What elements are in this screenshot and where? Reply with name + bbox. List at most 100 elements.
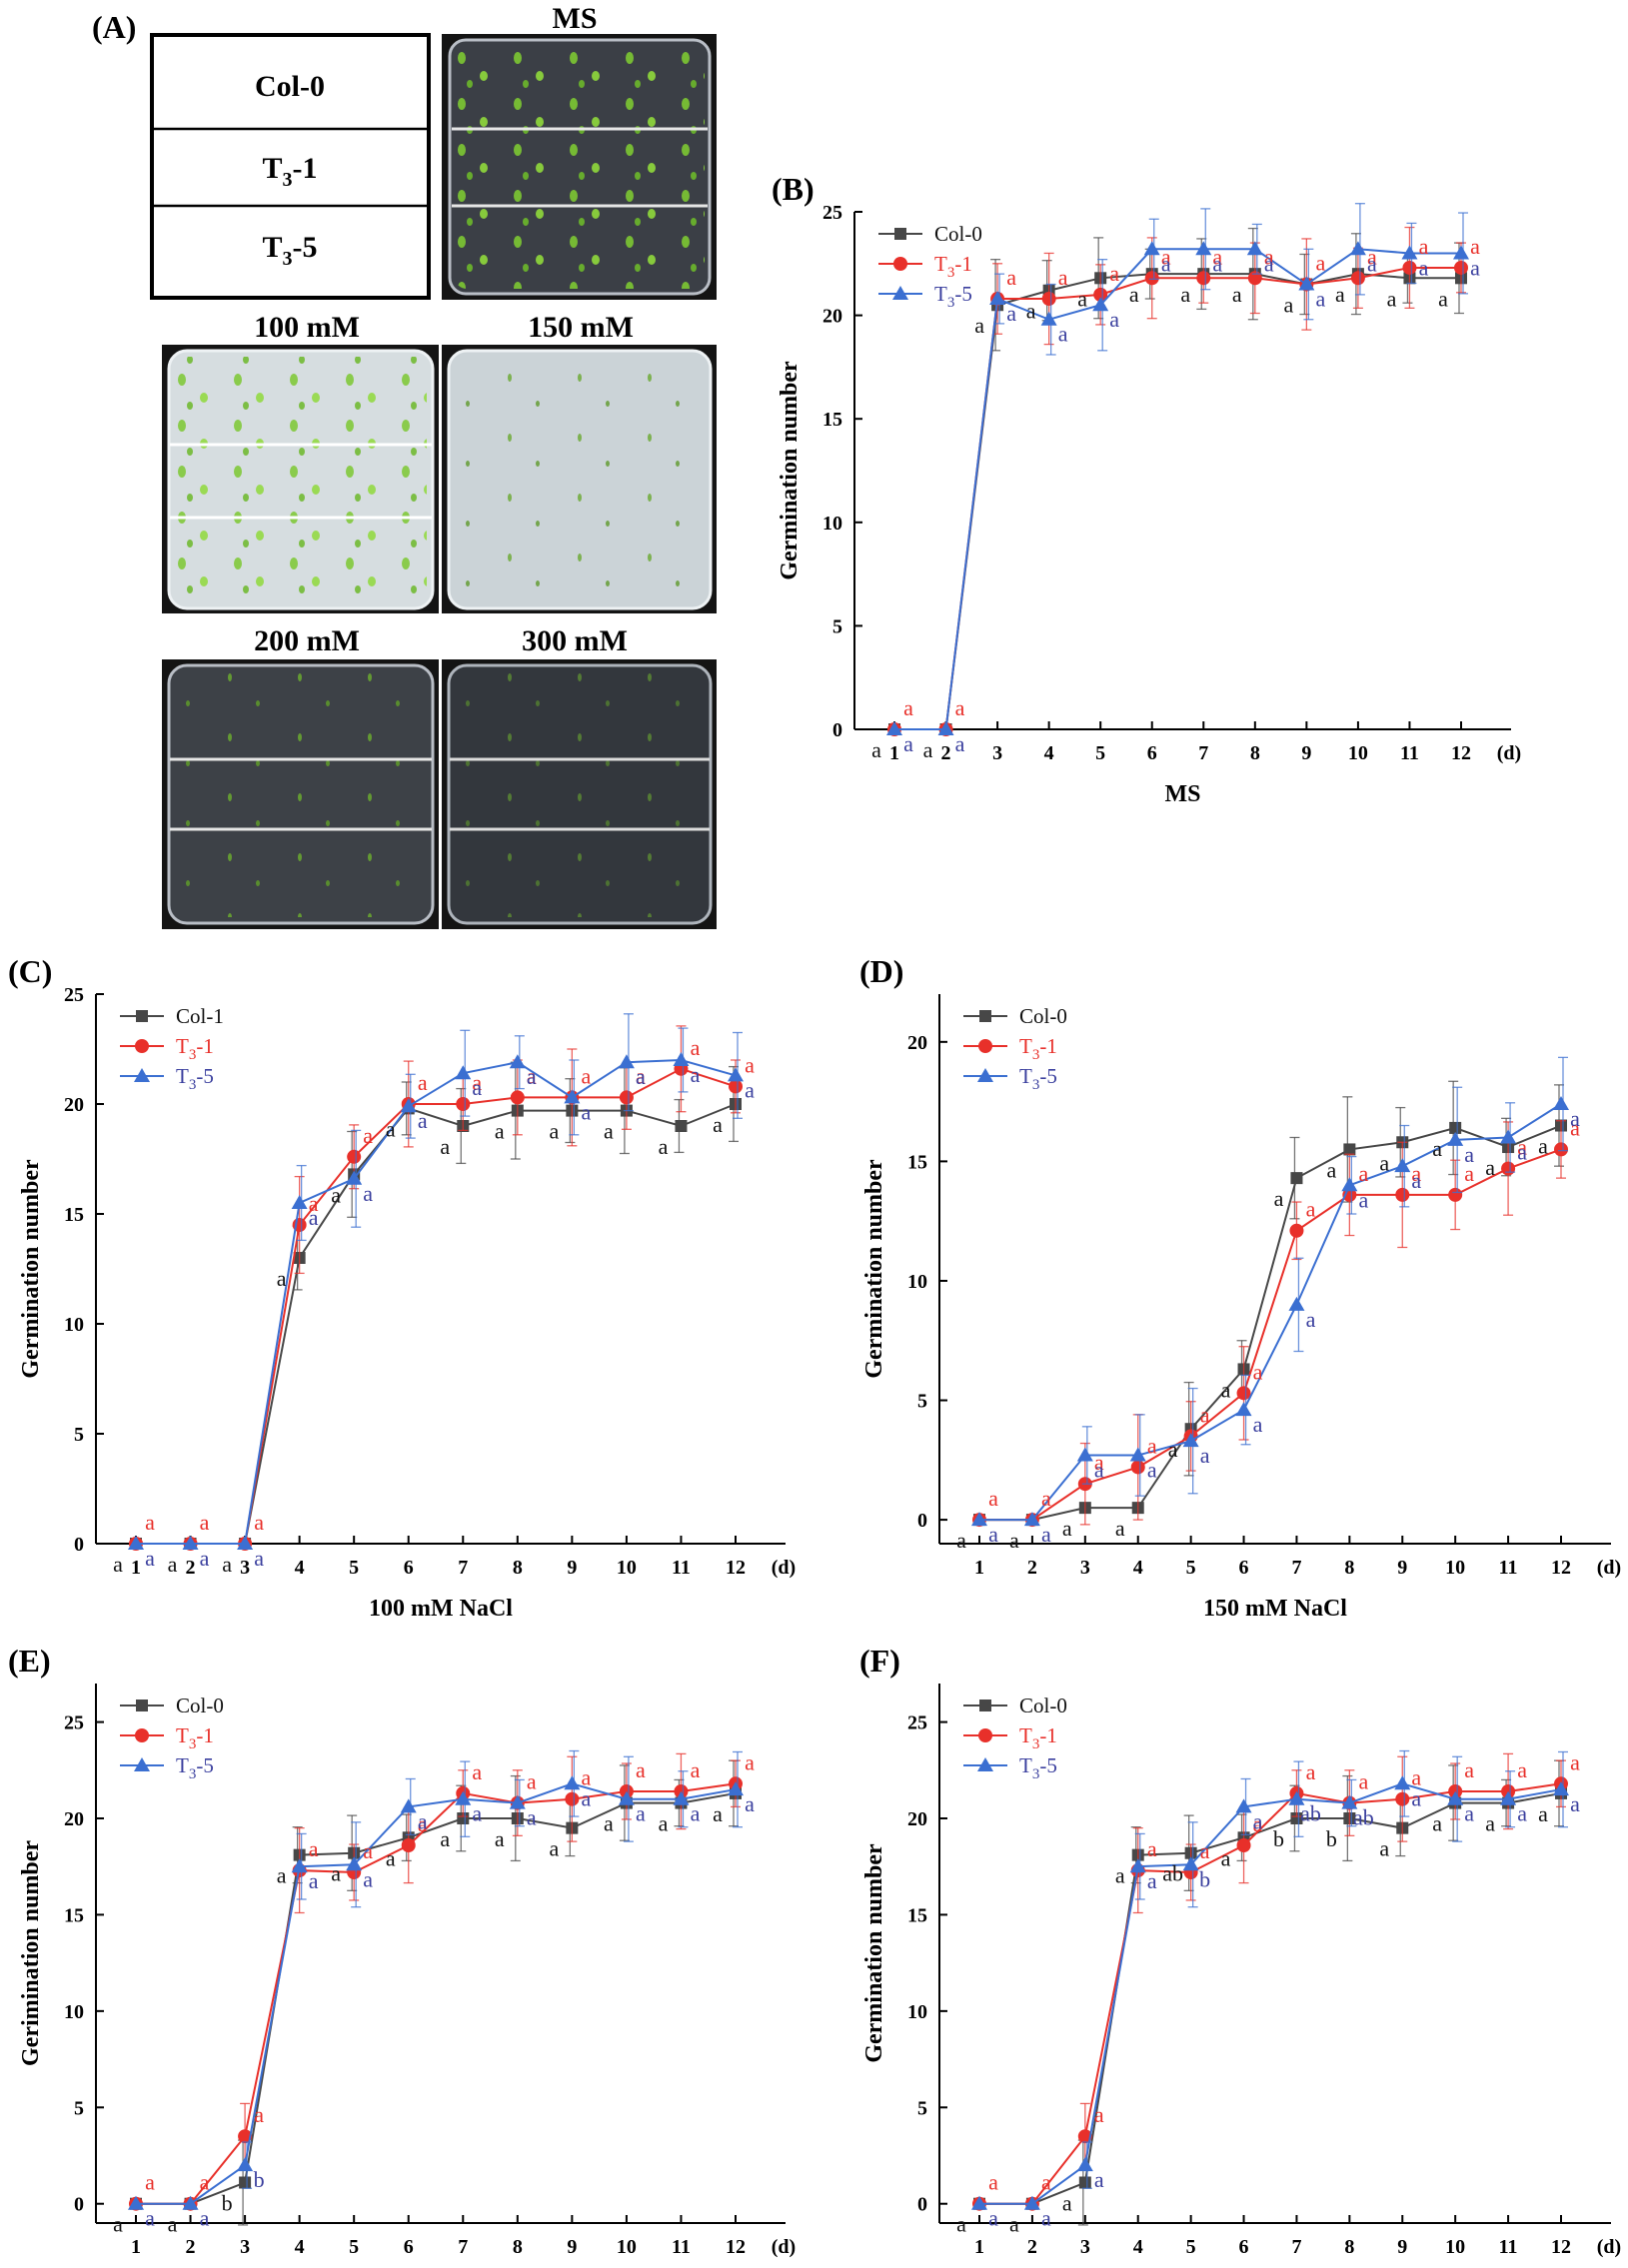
significance-letter: a: [1232, 282, 1242, 307]
y-tick-label: 5: [917, 1391, 927, 1413]
data-point: [1341, 1794, 1358, 1809]
y-tick-label: 0: [917, 2194, 927, 2216]
data-point: [128, 1536, 144, 1550]
series-line-1: [136, 1782, 737, 2205]
significance-letter: a: [363, 1181, 373, 1206]
legend-label: Col-1: [176, 1004, 224, 1028]
data-point: [1553, 1781, 1569, 1796]
data-point: [971, 1512, 987, 1527]
data-point: [1343, 1143, 1356, 1156]
x-tick-label: 2: [1027, 1557, 1037, 1579]
x-tick-label: 5: [1095, 742, 1105, 764]
data-point: [347, 1149, 362, 1164]
significance-letter: a: [1283, 293, 1293, 318]
y-axis-title: Germination number: [861, 1843, 887, 2063]
significance-letter: a: [1485, 1811, 1495, 1836]
significance-letter: a: [1464, 1801, 1474, 1826]
significance-letter: a: [1253, 1808, 1263, 1833]
significance-letter: a: [277, 1266, 287, 1291]
significance-letter: a: [1062, 1516, 1072, 1541]
significance-letter: a: [472, 1075, 482, 1100]
data-point: [1288, 1296, 1305, 1311]
y-axis-title: Germination number: [18, 1159, 44, 1379]
x-tick-label: 7: [1291, 1557, 1301, 1579]
significance-letter: a: [145, 2170, 155, 2195]
significance-letter: a: [1094, 2167, 1104, 2192]
data-point: [238, 2129, 253, 2144]
series-line-0: [136, 1103, 737, 1545]
x-tick-label: 8: [1344, 2236, 1354, 2258]
significance-letter: a: [1570, 1106, 1580, 1131]
significance-letter: a: [1147, 1433, 1157, 1458]
x-tick-label: 8: [513, 1557, 523, 1579]
data-point: [1290, 1812, 1303, 1824]
significance-letter: a: [956, 1528, 966, 1553]
legend-marker: [134, 1068, 150, 1082]
significance-letter: a: [923, 737, 933, 762]
x-tick-label: 11: [1499, 2236, 1518, 2258]
legend-label: T3-5: [1019, 1064, 1057, 1093]
data-point: [400, 1798, 417, 1813]
data-point: [1447, 1131, 1464, 1146]
legend-marker: [892, 286, 908, 300]
significance-letter: a: [145, 2206, 155, 2231]
significance-letter: a: [1464, 1757, 1474, 1782]
panel-label: (C): [8, 953, 52, 989]
significance-letter: a: [581, 1063, 591, 1088]
legend-label: Col-0: [176, 1694, 224, 1717]
legend-label: Col-0: [1019, 1694, 1067, 1717]
significance-letter: a: [1411, 1168, 1421, 1193]
legend-label: T3-1: [176, 1723, 214, 1752]
significance-letter: a: [1006, 301, 1016, 326]
significance-letter: a: [1253, 1359, 1263, 1384]
legend-marker: [136, 1010, 148, 1022]
x-tick-label: 2: [1027, 2236, 1037, 2258]
significance-letter: a: [745, 1791, 755, 1816]
x-tick-label: 9: [1397, 1557, 1407, 1579]
significance-letter: a: [745, 1749, 755, 1774]
x-tick-label: 2: [941, 742, 951, 764]
significance-letter: a: [549, 1119, 559, 1144]
significance-letter: a: [1221, 1845, 1231, 1870]
data-point: [1247, 271, 1262, 286]
data-point: [564, 1775, 581, 1790]
data-point: [1196, 271, 1211, 286]
x-tick-label: 7: [458, 2236, 468, 2258]
significance-letter: a: [1264, 244, 1274, 269]
significance-letter: a: [254, 1546, 264, 1571]
significance-letter: a: [691, 1062, 701, 1087]
significance-letter: a: [955, 695, 965, 720]
significance-letter: a: [1147, 1458, 1157, 1483]
y-tick-label: 20: [64, 1808, 84, 1830]
panel-label: (D): [859, 953, 903, 989]
significance-letter: a: [1147, 1836, 1157, 1861]
significance-letter: a: [1115, 1863, 1125, 1888]
significance-letter: a: [1538, 1801, 1548, 1826]
data-point: [1501, 1161, 1516, 1176]
data-point: [182, 2195, 199, 2210]
significance-letter: a: [1200, 1838, 1210, 1863]
significance-letter: a: [903, 731, 913, 756]
y-tick-label: 5: [74, 2097, 84, 2119]
x-unit-label: (d): [1497, 742, 1521, 764]
data-point: [1040, 311, 1057, 326]
significance-letter: a: [1315, 251, 1325, 276]
panel-label: (F): [859, 1643, 900, 1679]
x-tick-label: 10: [617, 1557, 637, 1579]
significance-letter: a: [988, 1486, 998, 1511]
significance-letter: a: [1161, 244, 1171, 269]
significance-letter: a: [581, 1099, 591, 1124]
data-point: [1401, 245, 1418, 260]
data-point: [1289, 1223, 1304, 1238]
significance-letter: a: [691, 1801, 701, 1826]
significance-letter: a: [440, 1826, 450, 1851]
significance-letter: a: [1109, 307, 1119, 332]
significance-letter: a: [1485, 1155, 1495, 1180]
significance-letter: a: [363, 1123, 373, 1148]
x-tick-label: 5: [1186, 2236, 1196, 2258]
x-tick-label: 5: [349, 1557, 359, 1579]
data-point: [1023, 1512, 1040, 1527]
data-point: [401, 1838, 416, 1852]
y-tick-label: 25: [64, 1712, 84, 1734]
